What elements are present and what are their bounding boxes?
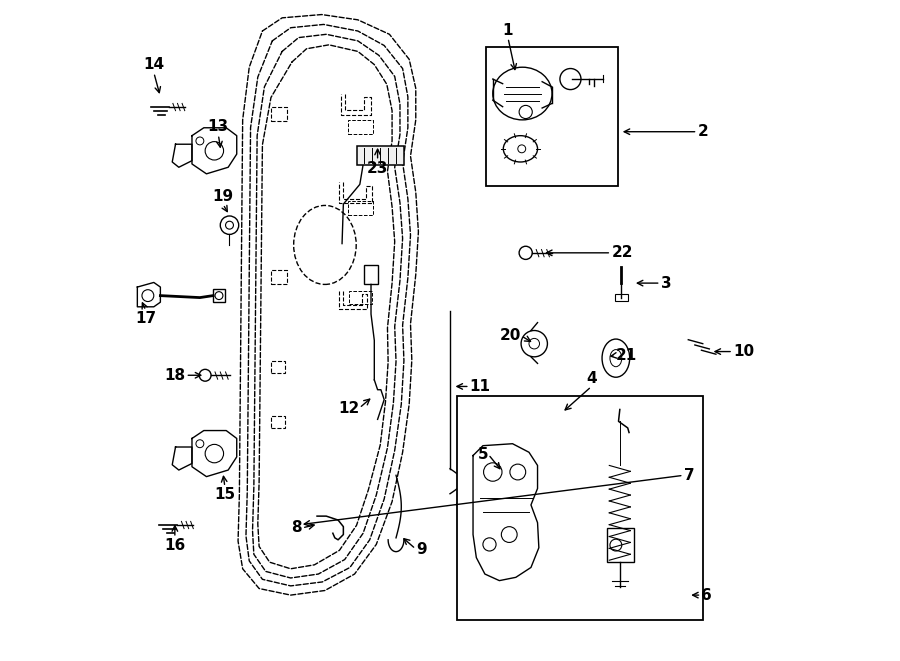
Bar: [456, 397, 704, 620]
Text: 23: 23: [367, 161, 388, 176]
Text: 1: 1: [503, 22, 513, 38]
Text: 2: 2: [698, 124, 708, 139]
Bar: [615, 294, 627, 301]
Text: 5: 5: [478, 447, 488, 462]
Bar: [271, 106, 287, 121]
Bar: [486, 48, 617, 186]
Text: 10: 10: [733, 344, 754, 359]
Text: 13: 13: [208, 120, 229, 134]
Text: 6: 6: [701, 588, 712, 603]
Text: 4: 4: [586, 371, 597, 387]
Text: 3: 3: [661, 276, 671, 291]
Bar: [348, 291, 372, 304]
Text: 21: 21: [616, 348, 637, 363]
Bar: [271, 416, 285, 428]
Bar: [271, 270, 287, 284]
Bar: [213, 289, 225, 302]
Text: 9: 9: [416, 541, 427, 557]
Text: 22: 22: [611, 245, 633, 260]
Text: 8: 8: [292, 520, 302, 535]
Bar: [348, 201, 373, 215]
Text: 11: 11: [470, 379, 490, 394]
Text: 12: 12: [338, 401, 359, 416]
Bar: [348, 120, 373, 134]
Bar: [364, 264, 378, 284]
Bar: [607, 528, 634, 563]
Text: 17: 17: [135, 311, 157, 326]
Bar: [356, 146, 404, 165]
Text: 15: 15: [214, 487, 236, 502]
Text: 19: 19: [212, 189, 233, 204]
Text: 14: 14: [143, 58, 165, 73]
Bar: [271, 362, 285, 373]
Text: 7: 7: [684, 468, 694, 483]
Text: 16: 16: [164, 538, 185, 553]
Text: 18: 18: [165, 368, 185, 383]
Text: 20: 20: [500, 329, 521, 343]
